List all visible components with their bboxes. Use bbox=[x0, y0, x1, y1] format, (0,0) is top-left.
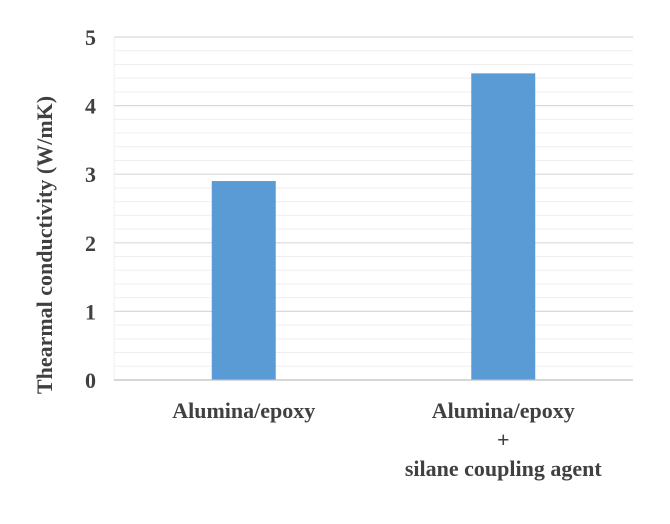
x-category-label: + bbox=[497, 427, 510, 452]
y-tick-label: 2 bbox=[85, 231, 96, 256]
y-axis-label: Thearmal conductivity (W/mK) bbox=[32, 96, 57, 394]
y-tick-labels: 0 1 2 3 4 5 bbox=[85, 25, 96, 393]
bar bbox=[211, 181, 276, 380]
y-tick-label: 1 bbox=[85, 299, 96, 324]
x-category-labels: Alumina/epoxy Alumina/epoxy + silane coupli… bbox=[172, 398, 602, 481]
bars bbox=[211, 73, 536, 380]
y-tick-label: 3 bbox=[85, 162, 96, 187]
grid-lines bbox=[113, 36, 633, 380]
x-category-label: Alumina/epoxy bbox=[172, 398, 315, 423]
y-tick-label: 5 bbox=[85, 25, 96, 50]
y-tick-label: 4 bbox=[85, 94, 96, 119]
x-category-label: Alumina/epoxy bbox=[432, 398, 575, 423]
x-category-label: silane coupling agent bbox=[405, 456, 602, 481]
y-tick-label: 0 bbox=[85, 368, 96, 393]
bar bbox=[471, 73, 536, 380]
